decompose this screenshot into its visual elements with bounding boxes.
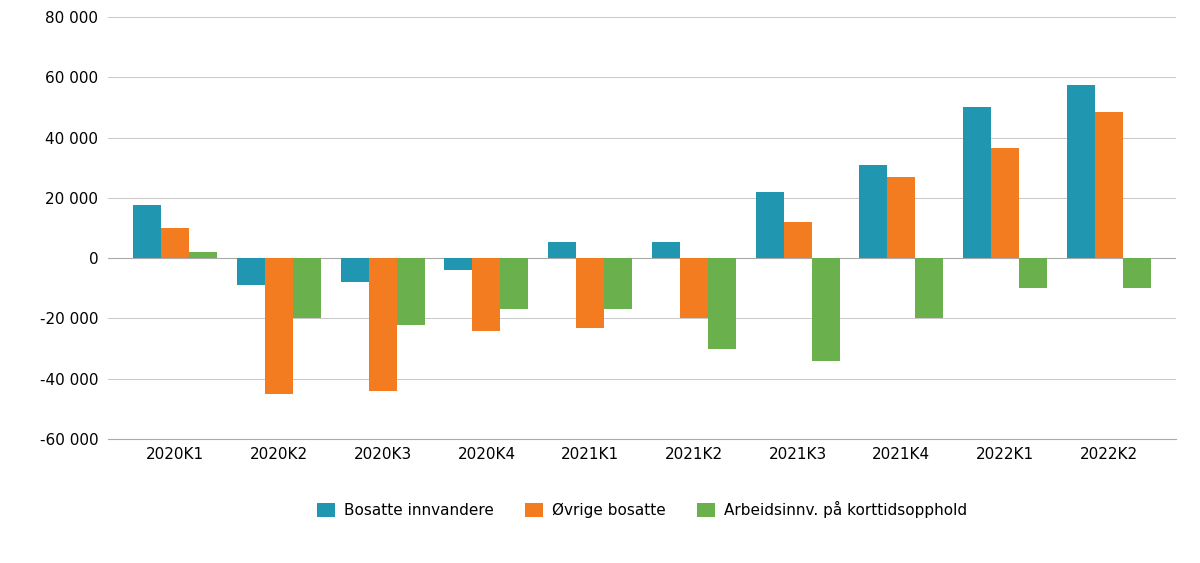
Bar xyxy=(784,222,811,258)
Bar xyxy=(859,164,887,258)
Bar xyxy=(652,242,680,258)
Bar xyxy=(576,258,604,328)
Bar xyxy=(887,177,916,258)
Bar xyxy=(604,258,632,310)
Bar xyxy=(756,192,784,258)
Bar xyxy=(293,258,322,319)
Bar xyxy=(708,258,736,348)
Bar xyxy=(1067,85,1094,258)
Bar xyxy=(444,258,473,270)
Bar xyxy=(397,258,425,324)
Bar xyxy=(916,258,943,319)
Bar xyxy=(680,258,708,319)
Bar xyxy=(238,258,265,285)
Bar xyxy=(1019,258,1046,288)
Bar xyxy=(500,258,528,310)
Bar xyxy=(991,148,1019,258)
Bar xyxy=(190,252,217,258)
Bar xyxy=(548,242,576,258)
Bar xyxy=(341,258,368,282)
Bar xyxy=(265,258,293,394)
Bar xyxy=(473,258,500,330)
Bar xyxy=(368,258,397,391)
Bar xyxy=(962,108,991,258)
Bar xyxy=(161,228,190,258)
Bar xyxy=(811,258,840,361)
Bar xyxy=(133,205,161,258)
Bar xyxy=(1123,258,1151,288)
Bar xyxy=(1094,112,1123,258)
Legend: Bosatte innvandere, Øvrige bosatte, Arbeidsinnv. på korttidsopphold: Bosatte innvandere, Øvrige bosatte, Arbe… xyxy=(311,495,973,524)
